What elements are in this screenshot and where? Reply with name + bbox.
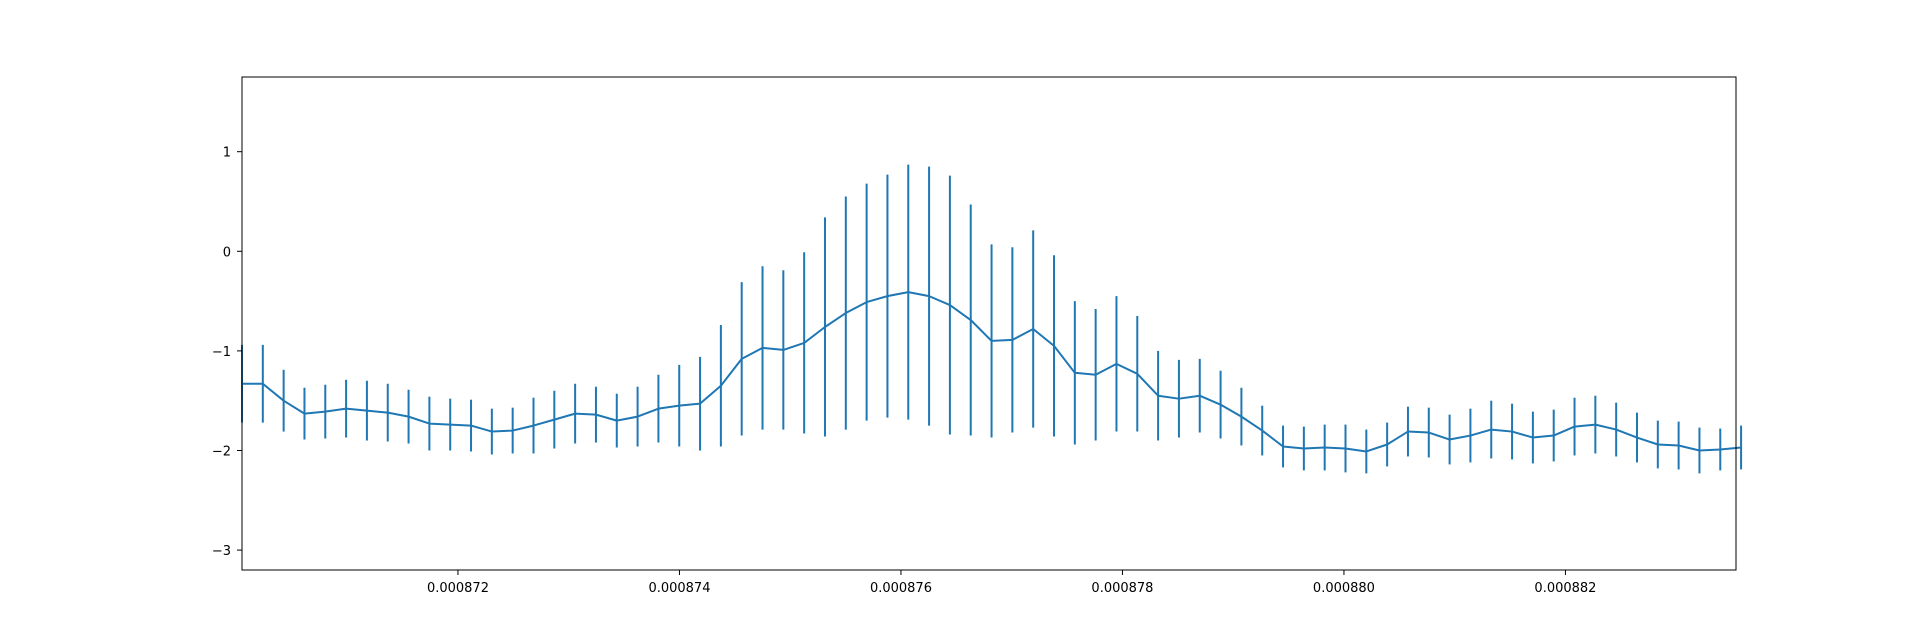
- y-tick-label: 0: [223, 245, 231, 260]
- x-axis-ticks: 0.000872 0.000874 0.000876 0.000878 0.000880…: [427, 570, 1596, 596]
- plot-frame: [241, 76, 1737, 571]
- plot-background: [242, 77, 1736, 570]
- x-tick-label: 0.000882: [1534, 581, 1596, 596]
- y-tick-label: −2: [212, 444, 231, 459]
- series-line: [242, 291, 1742, 453]
- x-tick-label: 0.000872: [427, 581, 489, 596]
- x-tick-label: 0.000876: [870, 581, 932, 596]
- y-axis-ticks: 1 0 −1 −2 −3: [212, 146, 242, 559]
- y-tick-label: −3: [212, 544, 231, 559]
- x-tick-label: 0.000880: [1313, 581, 1375, 596]
- y-tick-label: 1: [223, 146, 231, 161]
- x-tick-label: 0.000874: [648, 581, 710, 596]
- x-tick-label: 0.000878: [1091, 581, 1153, 596]
- y-tick-label: −1: [212, 345, 231, 360]
